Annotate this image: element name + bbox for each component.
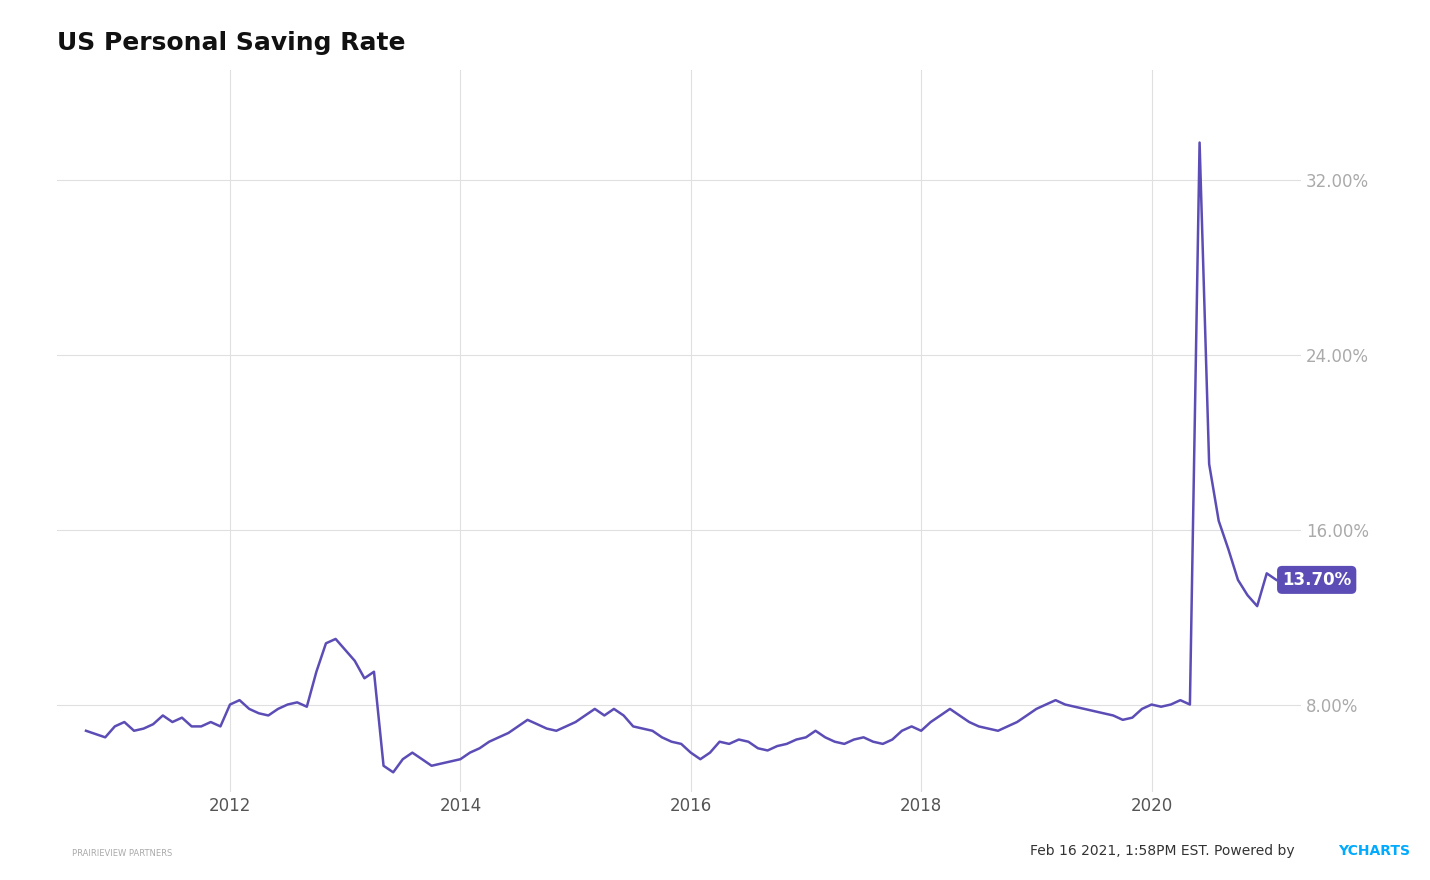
Text: PRAIRIEVIEW PARTNERS: PRAIRIEVIEW PARTNERS [72, 849, 172, 858]
Text: US Personal Saving Rate: US Personal Saving Rate [57, 31, 406, 55]
Text: Feb 16 2021, 1:58PM EST. Powered by: Feb 16 2021, 1:58PM EST. Powered by [1030, 844, 1298, 858]
Text: 13.70%: 13.70% [1283, 571, 1351, 589]
Text: YCHARTS: YCHARTS [1338, 844, 1410, 858]
